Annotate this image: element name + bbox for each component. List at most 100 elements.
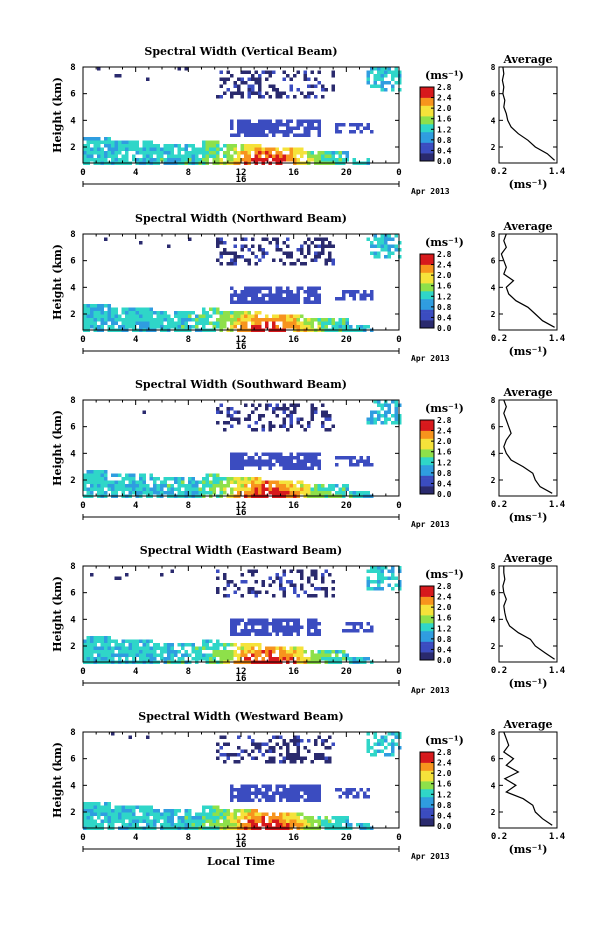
avg-x-label: (ms⁻¹): [509, 345, 548, 358]
heatmap-cell: [363, 290, 367, 294]
heatmap-cell: [314, 629, 318, 633]
heatmap-cell: [149, 144, 153, 148]
y-tick-label: 2: [70, 143, 75, 153]
heatmap-cell: [146, 140, 150, 144]
heatmap-cell: [275, 286, 279, 290]
heatmap-cell: [219, 823, 223, 827]
heatmap-cell: [156, 147, 160, 151]
heatmap-cell: [296, 650, 300, 654]
heatmap-cell: [324, 816, 328, 820]
heatmap-cell: [149, 314, 153, 318]
heatmap-cell: [321, 421, 325, 425]
heatmap-cell: [230, 456, 234, 460]
heatmap-cell: [247, 643, 251, 647]
heatmap-cell: [307, 237, 311, 241]
heatmap-cell: [356, 459, 360, 463]
heatmap-cell: [359, 459, 363, 463]
heatmap-cell: [380, 749, 384, 753]
heatmap-cell: [118, 657, 122, 661]
heatmap-cell: [275, 573, 279, 577]
heatmap-cell: [373, 237, 377, 241]
heatmap-cell: [268, 463, 272, 467]
heatmap-cell: [132, 321, 136, 325]
colorbar-swatch: [420, 607, 434, 611]
heatmap-cell: [254, 618, 258, 622]
heatmap-cell: [177, 650, 181, 654]
heatmap-cell: [237, 123, 241, 127]
heatmap-cell: [104, 646, 108, 650]
heatmap-cell: [310, 798, 314, 802]
heatmap-cell: [139, 147, 143, 151]
heatmap-cell: [293, 650, 297, 654]
heatmap-cell: [230, 321, 234, 325]
heatmap-cell: [268, 746, 272, 750]
heatmap-cell: [139, 491, 143, 495]
heatmap-cell: [149, 812, 153, 816]
heatmap-cell: [303, 798, 307, 802]
heatmap-cell: [331, 742, 335, 746]
heatmap-cell: [296, 248, 300, 252]
heatmap-cell: [268, 318, 272, 322]
heatmap-cell: [125, 477, 129, 481]
panel-title: Spectral Width (Eastward Beam): [140, 544, 342, 557]
heatmap-cell: [370, 251, 374, 255]
heatmap-cell: [366, 823, 370, 827]
colorbar-tick-label: 2.8: [437, 748, 452, 757]
heatmap-cell: [188, 819, 192, 823]
heatmap-cell: [244, 81, 248, 85]
y-tick-label: 4: [70, 116, 76, 126]
heatmap-cell: [244, 784, 248, 788]
heatmap-cell: [240, 594, 244, 598]
heatmap-cell: [86, 147, 90, 151]
heatmap-cell: [93, 819, 97, 823]
heatmap-cell: [247, 144, 251, 148]
heatmap-cell: [251, 91, 255, 95]
heatmap-cell: [216, 576, 220, 580]
average-frame: [498, 731, 558, 829]
heatmap-cell: [226, 154, 230, 158]
heatmap-cell: [230, 407, 234, 411]
heatmap-cell: [244, 487, 248, 491]
heatmap-cell: [237, 133, 241, 137]
heatmap-cell: [286, 466, 290, 470]
heatmap-cell: [244, 290, 248, 294]
heatmap-cell: [272, 756, 276, 760]
heatmap-cell: [352, 795, 356, 799]
heatmap-cell: [275, 484, 279, 488]
heatmap-cell: [370, 753, 374, 757]
heatmap-cell: [380, 84, 384, 88]
heatmap-cell: [293, 466, 297, 470]
heatmap-cell: [128, 805, 132, 809]
heatmap-cell: [230, 293, 234, 297]
heatmap-cell: [128, 812, 132, 816]
heatmap-cell: [258, 119, 262, 123]
heatmap-cell: [107, 802, 111, 806]
heatmap-cell: [261, 452, 265, 456]
heatmap-cell: [219, 653, 223, 657]
heatmap-cell: [296, 417, 300, 421]
heatmap-cell: [128, 653, 132, 657]
heatmap-cell: [125, 311, 129, 315]
heatmap-cell: [209, 144, 213, 148]
heatmap-cell: [300, 244, 304, 248]
heatmap-cell: [142, 805, 146, 809]
heatmap-cell: [167, 823, 171, 827]
heatmap-cell: [237, 456, 241, 460]
colorbar-swatch: [420, 652, 434, 656]
heatmap-cell: [100, 473, 104, 477]
average-frame: [498, 233, 558, 331]
colorbar-tick-label: 1.2: [437, 624, 452, 633]
heatmap-cell: [111, 639, 115, 643]
heatmap-cell: [104, 318, 108, 322]
heatmap-cell: [370, 244, 374, 248]
heatmap-cell: [279, 154, 283, 158]
colorbar-swatch: [420, 317, 434, 321]
heatmap-cell: [310, 569, 314, 573]
heatmap-cell: [237, 487, 241, 491]
heatmap-cell: [233, 618, 237, 622]
heatmap-cell: [223, 144, 227, 148]
heatmap-cell: [303, 456, 307, 460]
heatmap-cell: [310, 158, 314, 162]
heatmap-cell: [219, 255, 223, 259]
heatmap-cell: [317, 735, 321, 739]
